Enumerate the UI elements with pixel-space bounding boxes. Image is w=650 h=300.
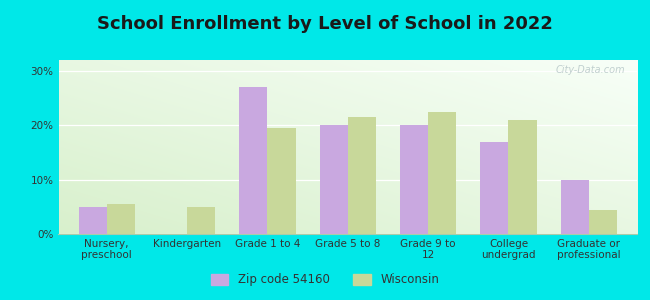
Bar: [428, 112, 456, 234]
Bar: [508, 120, 536, 234]
Bar: [589, 209, 617, 234]
Text: City-Data.com: City-Data.com: [556, 65, 625, 75]
Bar: [79, 207, 107, 234]
Bar: [480, 142, 508, 234]
Bar: [561, 180, 589, 234]
Bar: [107, 204, 135, 234]
Bar: [239, 87, 267, 234]
Bar: [267, 128, 296, 234]
Legend: Zip code 54160, Wisconsin: Zip code 54160, Wisconsin: [206, 269, 444, 291]
Bar: [320, 125, 348, 234]
Bar: [187, 207, 215, 234]
Text: School Enrollment by Level of School in 2022: School Enrollment by Level of School in …: [97, 15, 553, 33]
Bar: [400, 125, 428, 234]
Bar: [348, 117, 376, 234]
